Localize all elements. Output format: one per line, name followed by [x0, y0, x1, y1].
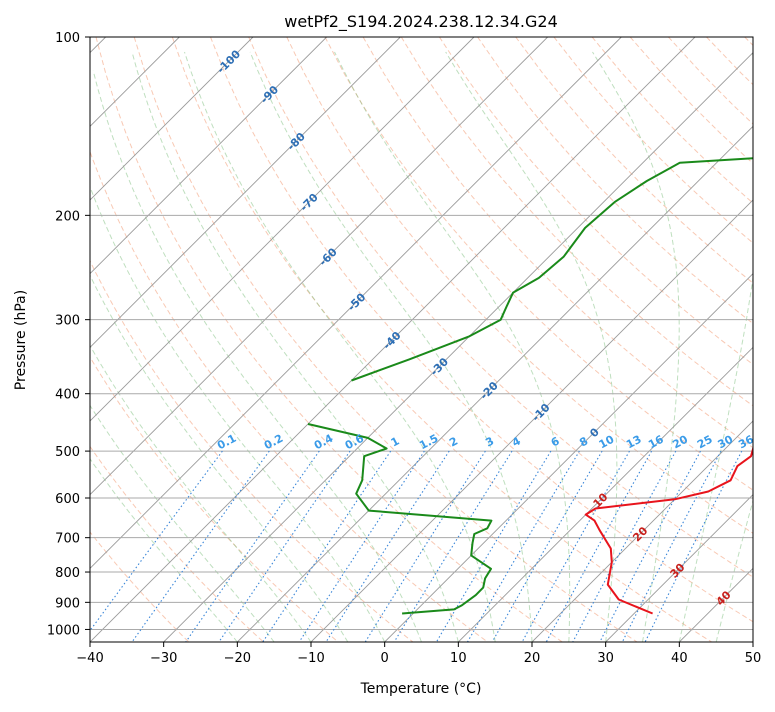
x-tick-label: 0	[381, 651, 389, 666]
y-tick-label: 300	[55, 314, 80, 329]
x-tick-label: 40	[671, 651, 688, 666]
x-axis-label: Temperature (°C)	[360, 681, 482, 697]
y-tick-label: 400	[55, 388, 80, 403]
x-tick-label: 50	[745, 651, 762, 666]
x-tick-label: −20	[224, 651, 251, 666]
y-tick-label: 700	[55, 532, 80, 547]
x-tick-label: 20	[524, 651, 541, 666]
y-tick-label: 100	[55, 31, 80, 46]
x-tick-label: −30	[150, 651, 177, 666]
x-tick-label: 30	[597, 651, 614, 666]
x-tick-label: −10	[297, 651, 324, 666]
x-tick-label: 10	[450, 651, 467, 666]
x-tick-label: −40	[76, 651, 103, 666]
y-axis-label: Pressure (hPa)	[13, 290, 29, 390]
y-tick-label: 600	[55, 492, 80, 507]
y-tick-label: 900	[55, 596, 80, 611]
y-tick-label: 800	[55, 566, 80, 581]
chart-title: wetPf2_S194.2024.238.12.34.G24	[284, 12, 558, 32]
y-tick-label: 200	[55, 209, 80, 224]
y-tick-label: 1000	[47, 623, 80, 638]
y-tick-label: 500	[55, 445, 80, 460]
